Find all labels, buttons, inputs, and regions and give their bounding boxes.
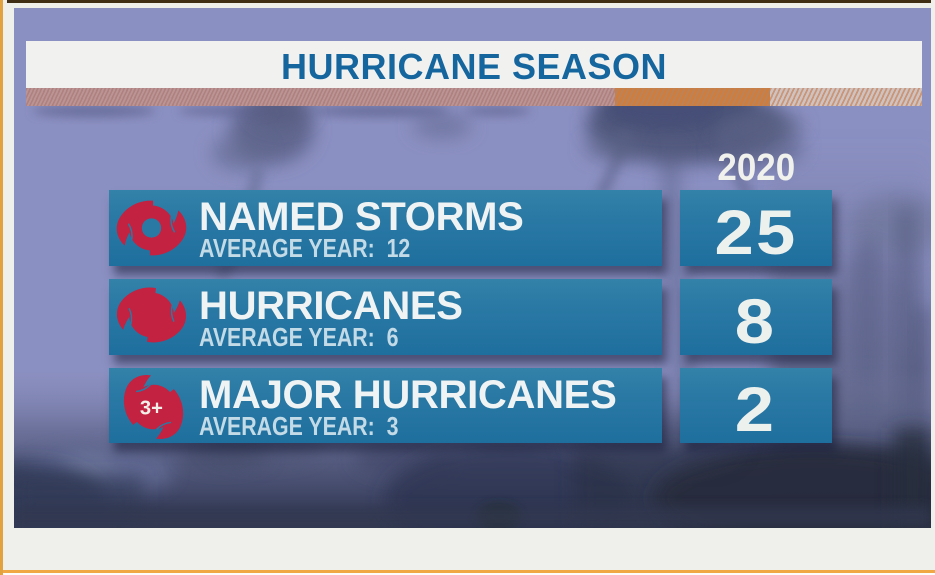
svg-text:3+: 3+ [140,397,163,419]
